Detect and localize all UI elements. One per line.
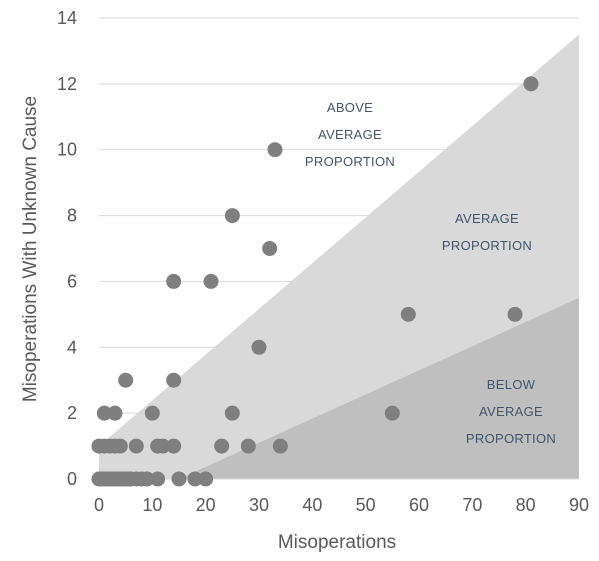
x-tick-label: 50 [356,495,376,515]
x-axis-title: Misoperations [278,532,396,553]
above-average-label-line: AVERAGE [318,127,382,142]
x-tick-label: 90 [569,495,589,515]
data-point [166,372,182,388]
y-tick-label: 0 [67,469,77,489]
y-tick-label: 14 [57,8,77,28]
y-tick-label: 6 [67,271,77,291]
data-point [155,438,171,454]
x-tick-labels: 0 10 20 30 40 50 60 70 80 90 [94,495,589,515]
data-point [198,471,214,487]
y-tick-label: 2 [67,403,77,423]
x-tick-label: 40 [302,495,322,515]
y-axis-title: Misoperations With Unknown Cause [20,96,41,402]
data-point [118,372,134,388]
data-point [171,471,187,487]
y-tick-label: 12 [57,74,77,94]
data-point [262,241,278,256]
data-point [166,273,182,289]
below-average-label-line: AVERAGE [479,404,543,419]
data-point [166,438,182,454]
y-tick-label: 4 [67,337,77,357]
data-point [187,471,203,487]
data-point [240,438,256,454]
data-point [224,208,240,224]
proportion-regions [99,34,579,479]
data-point [112,438,128,454]
x-tick-label: 70 [462,495,482,515]
data-point [267,142,283,158]
data-point [400,306,416,322]
data-point [150,471,166,487]
average-proportion-label-line: AVERAGE [455,211,519,226]
data-points [91,76,539,487]
average-proportion-label-line: PROPORTION [442,238,532,253]
data-point [107,405,123,421]
x-tick-label: 10 [142,495,162,515]
data-point [214,438,230,454]
data-point [96,405,112,421]
y-tick-labels: 0 2 4 6 8 10 12 14 [57,8,77,489]
below-average-region [179,297,579,479]
x-tick-label: 60 [409,495,429,515]
below-average-label-line: PROPORTION [466,431,556,446]
above-average-label-line: ABOVE [327,100,373,115]
x-tick-label: 80 [516,495,536,515]
below-average-label-line: BELOW [487,377,536,392]
data-point [523,76,539,92]
data-point [384,405,400,421]
y-tick-label: 8 [67,206,77,226]
data-point [272,438,288,454]
data-point [139,471,155,487]
data-point [128,438,144,454]
x-tick-label: 0 [94,495,104,515]
data-point [251,339,267,355]
above-average-label-line: PROPORTION [305,154,395,169]
x-tick-label: 20 [196,495,216,515]
x-tick-label: 30 [249,495,269,515]
data-point [203,273,219,289]
data-point [144,405,160,421]
region-labels: ABOVE AVERAGE PROPORTION AVERAGE PROPORTION B… [305,100,556,446]
data-point [224,405,240,421]
y-tick-label: 10 [57,140,77,160]
data-point [507,306,523,322]
